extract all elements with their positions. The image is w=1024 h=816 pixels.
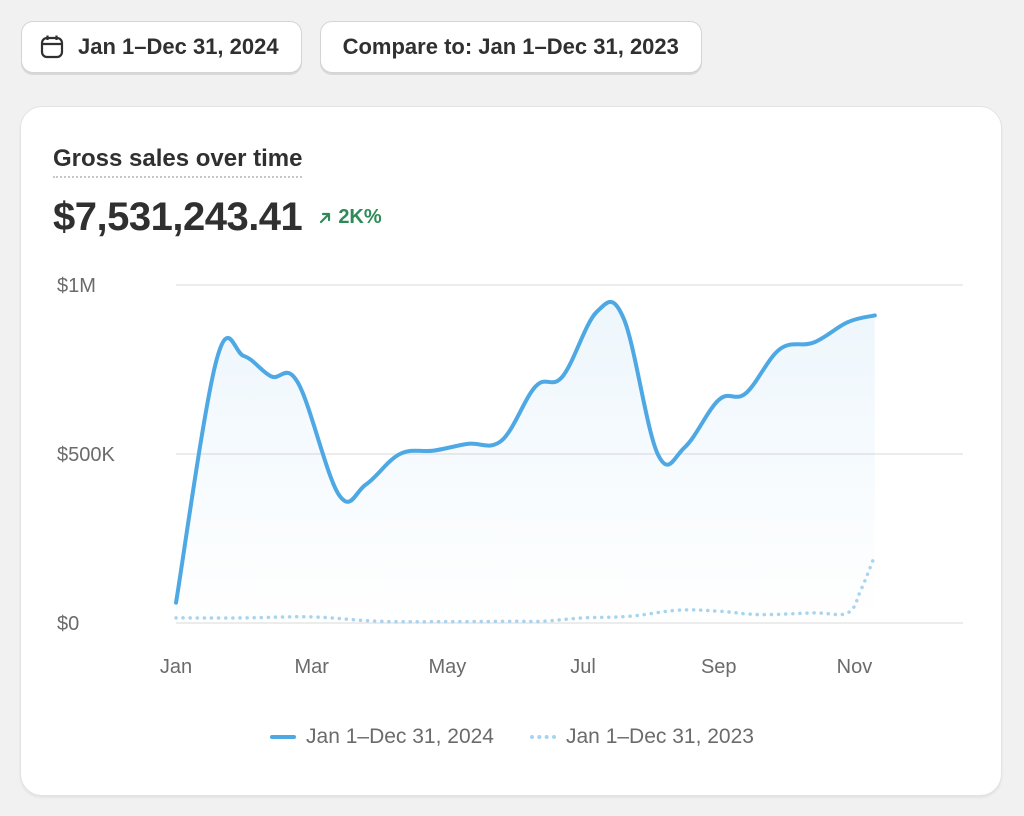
x-tick-label: Mar [294, 656, 329, 678]
x-tick-label: Jul [570, 656, 596, 678]
arrow-up-right-icon [320, 212, 331, 223]
calendar-icon [38, 33, 66, 61]
sales-chart: $1M $500K $0 Jan Mar May Jul Sep Nov [57, 275, 963, 678]
compare-label: Compare to: Jan 1–Dec 31, 2023 [342, 34, 679, 59]
legend-label-previous: Jan 1–Dec 31, 2023 [566, 725, 754, 748]
x-tick-label: Jan [160, 656, 192, 678]
legend-item-previous[interactable]: Jan 1–Dec 31, 2023 [530, 725, 754, 749]
legend-label-current: Jan 1–Dec 31, 2024 [306, 725, 494, 748]
toolbar: Jan 1–Dec 31, 2024 Compare to: Jan 1–Dec… [21, 21, 702, 73]
x-tick-label: Nov [837, 656, 873, 678]
y-tick-label: $1M [57, 275, 96, 297]
series-area-2024 [176, 301, 875, 623]
x-tick-label: Sep [701, 656, 737, 678]
gross-sales-card: Gross sales over time $7,531,243.41 2K% … [20, 106, 1002, 796]
series-line-2024 [174, 299, 877, 605]
change-indicator: 2K% [318, 206, 382, 229]
compare-button[interactable]: Compare to: Jan 1–Dec 31, 2023 [319, 21, 702, 73]
legend-item-current[interactable]: Jan 1–Dec 31, 2024 [270, 725, 494, 749]
metric-value: $7,531,243.41 [53, 195, 303, 239]
series-line-2023 [174, 553, 877, 624]
card-title[interactable]: Gross sales over time [53, 145, 303, 178]
y-tick-label: $500K [57, 444, 115, 466]
metric-row: $7,531,243.41 2K% [53, 195, 382, 240]
date-range-button[interactable]: Jan 1–Dec 31, 2024 [21, 21, 302, 73]
date-range-label: Jan 1–Dec 31, 2024 [78, 34, 279, 59]
chart-legend: Jan 1–Dec 31, 2024 Jan 1–Dec 31, 2023 [21, 725, 1003, 749]
legend-swatch-previous [530, 735, 556, 739]
legend-swatch-current [270, 735, 297, 739]
y-tick-label: $0 [57, 613, 79, 635]
change-label: 2K% [338, 206, 382, 228]
x-tick-label: May [428, 656, 466, 678]
